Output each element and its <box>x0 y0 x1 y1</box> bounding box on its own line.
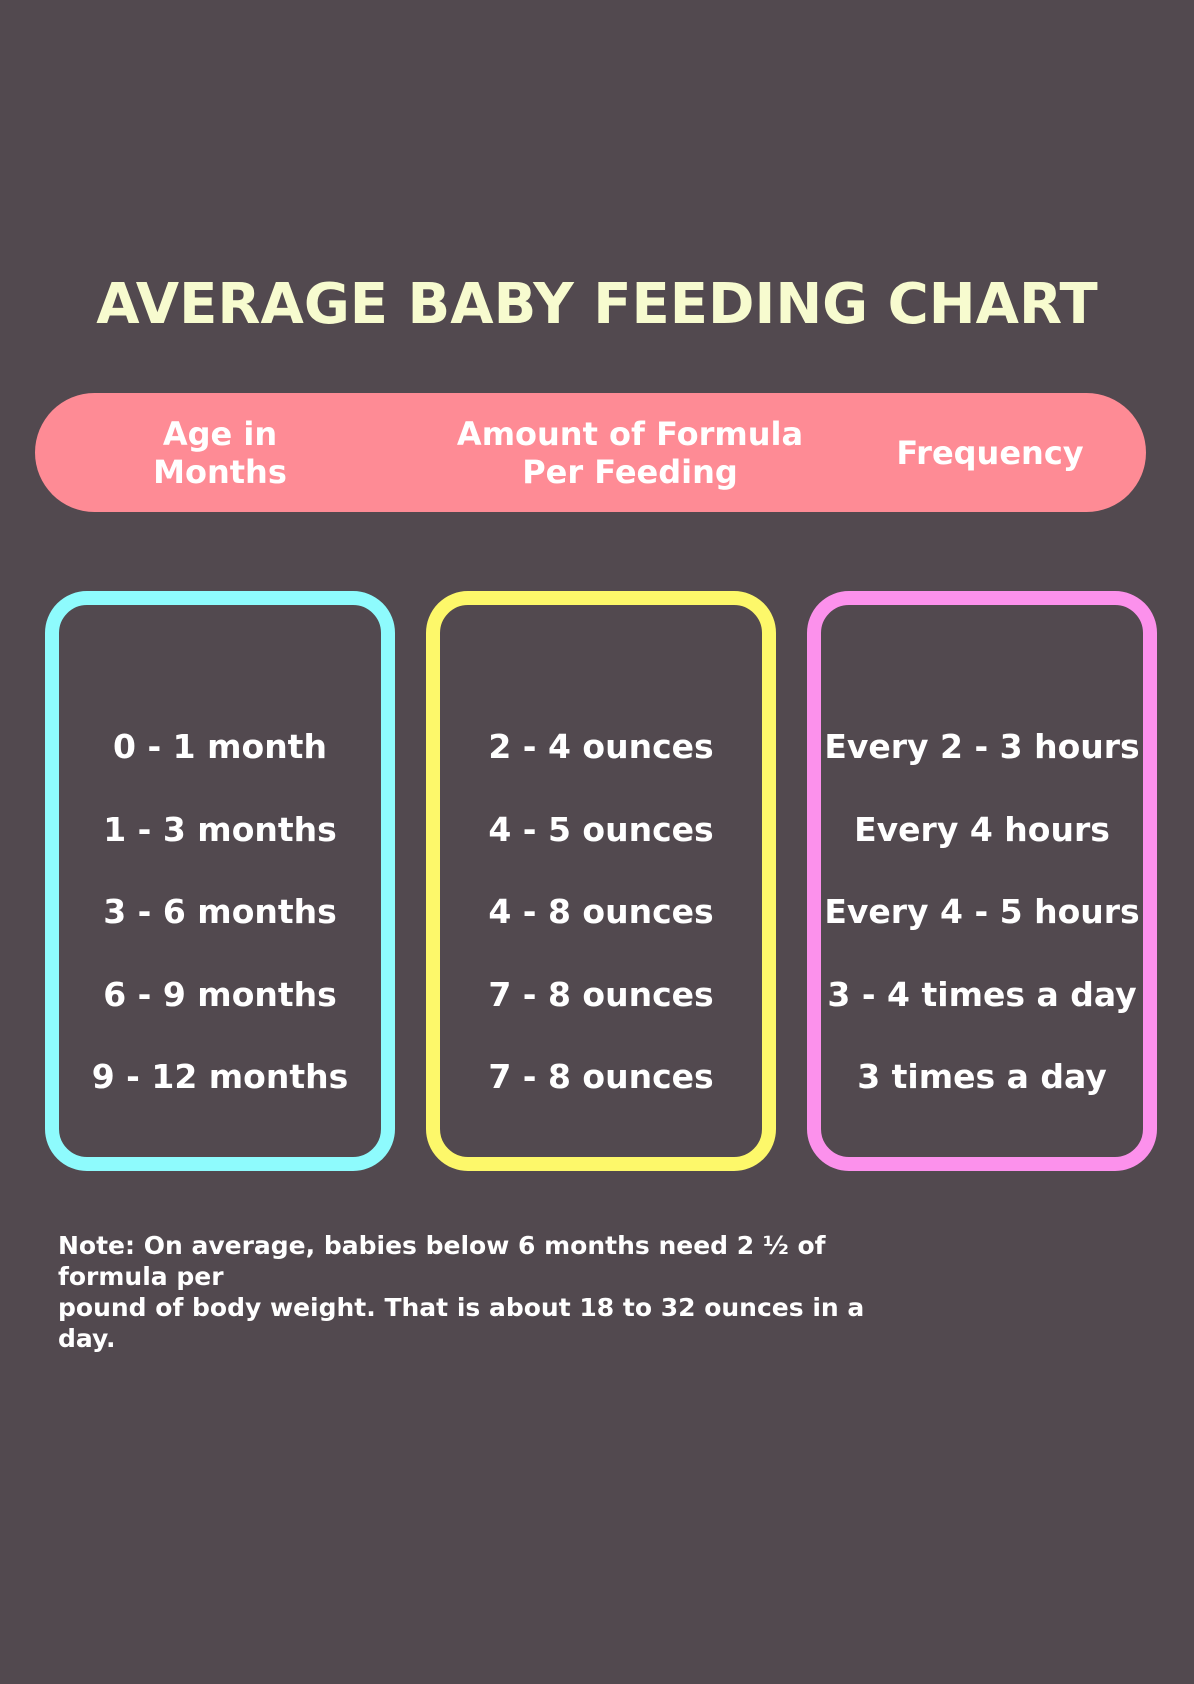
amount-cell: 7 - 8 ounces <box>488 974 714 1014</box>
page-title: AVERAGE BABY FEEDING CHART <box>96 272 1098 337</box>
frequency-column-box: Every 2 - 3 hours Every 4 hours Every 4 … <box>807 591 1157 1171</box>
amount-cell: 7 - 8 ounces <box>488 1057 714 1096</box>
amount-cell: 2 - 4 ounces <box>488 727 714 766</box>
header-amount: Amount of Formula Per Feeding <box>456 414 804 491</box>
frequency-cell: 3 - 4 times a day <box>827 974 1137 1014</box>
frequency-cell: 3 times a day <box>857 1057 1107 1096</box>
header-frequency: Frequency <box>896 433 1084 472</box>
footnote: Note: On average, babies below 6 months … <box>58 1231 865 1353</box>
column-header-bar: Age in Months Amount of Formula Per Feed… <box>35 393 1146 512</box>
header-age: Age in Months <box>153 414 287 491</box>
age-list: 0 - 1 month 1 - 3 months 3 - 6 months 6 … <box>59 706 381 1119</box>
amount-cell: 4 - 8 ounces <box>488 892 714 931</box>
age-cell: 1 - 3 months <box>103 809 337 849</box>
age-cell: 6 - 9 months <box>103 974 337 1014</box>
age-cell: 0 - 1 month <box>113 727 327 766</box>
frequency-cell: Every 2 - 3 hours <box>824 727 1140 766</box>
frequency-list: Every 2 - 3 hours Every 4 hours Every 4 … <box>821 706 1143 1119</box>
frequency-cell: Every 4 - 5 hours <box>824 892 1140 931</box>
age-cell: 3 - 6 months <box>103 892 337 931</box>
amount-cell: 4 - 5 ounces <box>488 809 714 849</box>
frequency-cell: Every 4 hours <box>854 809 1110 849</box>
age-cell: 9 - 12 months <box>91 1057 349 1096</box>
age-column-box: 0 - 1 month 1 - 3 months 3 - 6 months 6 … <box>45 591 395 1171</box>
amount-list: 2 - 4 ounces 4 - 5 ounces 4 - 8 ounces 7… <box>440 706 762 1119</box>
amount-column-box: 2 - 4 ounces 4 - 5 ounces 4 - 8 ounces 7… <box>426 591 776 1171</box>
